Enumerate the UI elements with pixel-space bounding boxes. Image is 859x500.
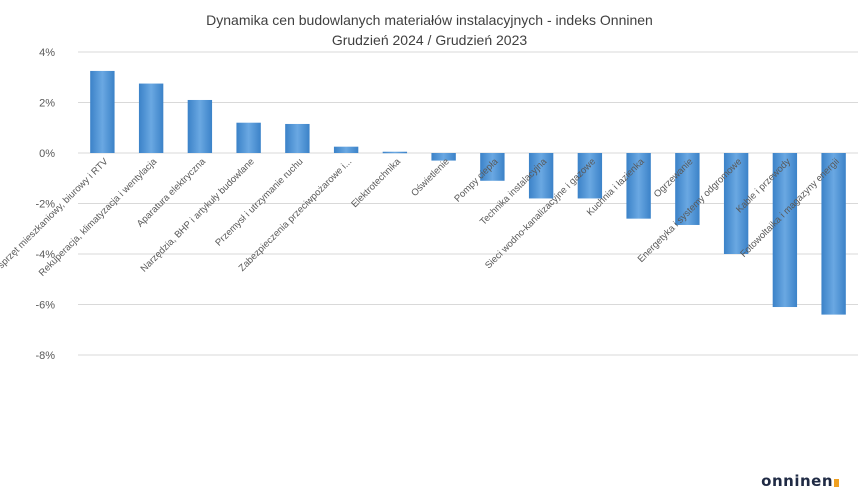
y-tick-label: -2% — [35, 199, 55, 211]
bar — [480, 153, 505, 181]
bar — [431, 153, 456, 161]
bar — [528, 153, 554, 199]
category-label: Elektrotechnika — [349, 156, 403, 210]
bar — [333, 146, 359, 153]
bar — [90, 70, 115, 153]
y-tick-label: -6% — [35, 300, 55, 312]
chart-title: Dynamika cen budowlanych materiałów inst… — [206, 12, 653, 28]
logo-mark-icon — [834, 479, 839, 487]
chart-title-block: Dynamika cen budowlanych materiałów inst… — [0, 10, 859, 50]
y-axis-tick-labels: 4% 2% 0% -2% -4% -6% -8% — [35, 47, 55, 362]
chart-subtitle: Grudzień 2024 / Grudzień 2023 — [331, 32, 528, 48]
y-tick-label: 4% — [39, 47, 55, 59]
bar — [382, 151, 408, 154]
bar — [187, 99, 213, 153]
y-tick-label: 2% — [39, 98, 55, 110]
bar — [821, 153, 846, 315]
bar — [675, 153, 700, 225]
bar — [626, 153, 651, 219]
category-labels: Osprzęt mieszkaniowy, biurowy i RTVRekup… — [0, 156, 842, 279]
bar — [138, 83, 164, 153]
bar — [723, 153, 749, 254]
y-tick-label: -8% — [35, 350, 55, 362]
category-label: Przemysł i utrzymanie ruchu — [213, 156, 305, 248]
bars — [90, 70, 846, 315]
category-label: Oświetlenie — [409, 156, 452, 199]
y-tick-label: -4% — [35, 249, 55, 261]
y-tick-label: 0% — [39, 148, 55, 160]
onninen-logo: onninen — [761, 472, 839, 490]
bar — [285, 123, 310, 153]
bar — [236, 122, 261, 153]
bar — [577, 153, 603, 199]
bar — [772, 153, 798, 308]
